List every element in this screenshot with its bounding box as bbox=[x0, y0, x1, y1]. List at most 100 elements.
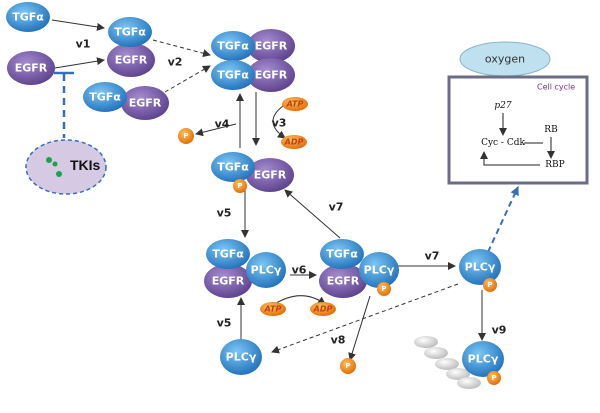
tgfa-label: TGFα bbox=[326, 248, 358, 261]
cell-cycle-title: Cell cycle bbox=[537, 83, 575, 92]
egfr-label: EGFR bbox=[255, 40, 288, 53]
atp-shape bbox=[260, 302, 286, 316]
membrane-blob bbox=[446, 368, 470, 380]
reaction-label-v7: v7 bbox=[425, 250, 440, 263]
reaction-label-v5: v5 bbox=[217, 317, 232, 330]
arrow-v1-to-complex bbox=[152, 39, 211, 58]
adp-label: ADP bbox=[313, 305, 333, 314]
membrane-blob bbox=[457, 377, 481, 389]
arrow-rbp-feedback bbox=[480, 151, 540, 166]
tgfa-label: TGFα bbox=[217, 161, 249, 174]
egfr-shape bbox=[107, 43, 155, 77]
phosphate-label: P bbox=[183, 132, 188, 140]
arrow-to-plcg-v5 bbox=[271, 283, 459, 354]
phosphate-shape bbox=[377, 282, 391, 296]
reaction-label-v1: v1 bbox=[76, 38, 91, 51]
egfr-label: EGFR bbox=[15, 62, 48, 75]
plcg-label: PLCγ bbox=[226, 351, 257, 364]
arrow-v7-up bbox=[284, 189, 341, 239]
reaction-label-v6: v6 bbox=[292, 264, 307, 277]
plcg-shape bbox=[459, 249, 501, 285]
plcg-shape bbox=[220, 339, 262, 375]
oxygen-label: oxygen bbox=[485, 53, 525, 66]
tgfa-label: TGFα bbox=[12, 11, 44, 24]
membrane-blob bbox=[414, 336, 438, 348]
adp-shape bbox=[281, 135, 307, 149]
dimer-complex: EGFR EGFR TGFα TGFα bbox=[211, 29, 295, 92]
egfr-shape bbox=[204, 264, 252, 298]
tkis-ellipse bbox=[25, 139, 107, 195]
tgfa-egfr-complex-2: EGFR TGFα bbox=[83, 82, 169, 120]
egfr-shape bbox=[7, 51, 55, 85]
egfr-shape bbox=[247, 58, 295, 92]
arrow-egfr-in bbox=[54, 57, 105, 69]
tki-dot bbox=[46, 157, 52, 163]
rbp-label: RBP bbox=[545, 160, 564, 170]
arrow-atp-adp bbox=[272, 105, 286, 139]
atp-token: ATP bbox=[282, 97, 308, 111]
egfr-label: EGFR bbox=[115, 54, 148, 67]
arrow-tgfa-in bbox=[51, 19, 105, 31]
egfr-label: EGFR bbox=[327, 275, 360, 288]
plcg-free: PLCγ bbox=[220, 339, 262, 375]
adp-token: ADP bbox=[281, 135, 307, 149]
plcg-shape bbox=[246, 252, 286, 288]
membrane-blob bbox=[424, 347, 448, 359]
tgfa-shape bbox=[108, 17, 152, 47]
connectors bbox=[51, 19, 519, 361]
egfr-free: EGFR bbox=[7, 51, 55, 85]
plcg-label: PLCγ bbox=[364, 264, 395, 277]
atp-shape bbox=[282, 97, 308, 111]
reaction-label-v3: v3 bbox=[272, 117, 287, 130]
phosphate-release: P bbox=[340, 358, 356, 374]
tgfa-shape bbox=[83, 82, 127, 112]
arrow-v2-to-complex bbox=[164, 65, 211, 93]
oxygen-node: oxygen bbox=[459, 41, 551, 77]
plcg-label: PLCγ bbox=[465, 261, 496, 274]
p27-label: p27 bbox=[494, 101, 511, 111]
atp-label: ATP bbox=[264, 305, 282, 314]
cell-cycle-frame bbox=[447, 75, 589, 185]
reaction-label-v5: v5 bbox=[217, 207, 232, 220]
adp-token-v6: ADP bbox=[310, 302, 336, 316]
reaction-label-v8: v8 bbox=[331, 334, 346, 347]
cyc-cdk-label: Cyc - Cdk bbox=[481, 138, 525, 148]
tgfa-label: TGFα bbox=[114, 26, 146, 39]
tgfa-free: TGFα bbox=[6, 2, 50, 32]
plcg-p-free: PLCγ P bbox=[459, 249, 501, 292]
cell-cycle-box: Cell cycle p27 Cyc - Cdk RB RBP bbox=[447, 75, 589, 185]
tgfa-shape bbox=[211, 31, 255, 61]
plcg-label: PLCγ bbox=[468, 353, 499, 366]
tgfa-egfr-complex-1: EGFR TGFα bbox=[107, 17, 155, 77]
phosphate-label: P bbox=[381, 285, 386, 293]
tkis-node: TKIs bbox=[25, 139, 107, 195]
arrow-to-cell-cycle bbox=[487, 186, 519, 253]
reaction-label-v9: v9 bbox=[492, 324, 507, 337]
egfr-label: EGFR bbox=[212, 275, 245, 288]
arrow-v8 bbox=[348, 295, 371, 361]
phosphate-shape bbox=[178, 128, 194, 144]
rb-label: RB bbox=[544, 125, 558, 135]
phosphate-shape bbox=[340, 358, 356, 374]
phosphate-shape bbox=[487, 371, 501, 385]
reaction-label-v4: v4 bbox=[215, 118, 230, 131]
reaction-label-v2: v2 bbox=[168, 56, 183, 69]
tki-dot bbox=[56, 171, 62, 177]
plcg-label: PLCγ bbox=[251, 264, 282, 277]
egfr-shape bbox=[121, 86, 169, 120]
reaction-label-v7: v7 bbox=[329, 201, 344, 214]
egfr-label: EGFR bbox=[255, 69, 288, 82]
egfr-label: EGFR bbox=[129, 97, 162, 110]
tgfa-shape bbox=[211, 152, 255, 182]
plcg-shape bbox=[359, 252, 399, 288]
tgfa-label: TGFα bbox=[217, 69, 249, 82]
plcg-shape bbox=[462, 341, 504, 377]
phospho-tgfa-egfr: EGFR TGFα P bbox=[211, 152, 294, 193]
phosphate-shape bbox=[233, 179, 247, 193]
tgfa-label: TGFα bbox=[212, 248, 244, 261]
phosphate-label: P bbox=[487, 281, 492, 289]
tgfa-label: TGFα bbox=[89, 91, 121, 104]
reaction-labels: v1 v2 v3 v4 v5 v6 v7 v7 v5 v8 v9 bbox=[76, 38, 507, 347]
adp-shape bbox=[310, 302, 336, 316]
